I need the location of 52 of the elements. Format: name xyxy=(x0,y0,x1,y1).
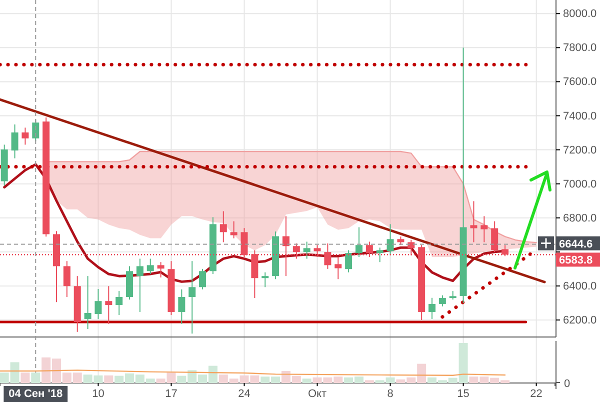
ref-line-label: 6644.6 xyxy=(559,238,593,250)
bar xyxy=(364,380,374,383)
text: 0 xyxy=(564,378,570,390)
candlestick xyxy=(11,124,18,159)
candlestick xyxy=(84,276,92,330)
candlestick xyxy=(428,297,436,320)
y-tick-label: 7800.0 xyxy=(563,42,597,54)
candlestick xyxy=(491,220,498,253)
candlestick xyxy=(345,250,352,273)
candlestick xyxy=(22,127,29,146)
candlestick xyxy=(178,288,186,324)
bar xyxy=(31,372,40,383)
ref-line-label: 04 Сен '18 xyxy=(8,388,63,400)
candlestick xyxy=(199,268,206,290)
candlestick xyxy=(105,286,112,324)
x-tick-label: 15 xyxy=(457,388,470,400)
x-tick-label: 24 xyxy=(238,388,250,400)
x-tick-label: 8 xyxy=(387,388,394,400)
candlestick xyxy=(136,258,144,312)
y-tick-label: 7400.0 xyxy=(563,110,597,122)
candlestick xyxy=(220,210,227,243)
candlestick xyxy=(146,258,154,275)
candlestick xyxy=(188,260,196,334)
candlestick xyxy=(470,200,478,243)
candlestick xyxy=(262,272,269,288)
candlestick xyxy=(116,290,123,316)
ref-line-label: 6583.8 xyxy=(559,254,593,267)
candlestick xyxy=(480,216,488,243)
x-tick-label: 22 xyxy=(530,388,542,400)
candlestick xyxy=(386,224,394,256)
candlestick xyxy=(303,241,310,260)
bar xyxy=(104,375,114,383)
y-tick-label: 6800.0 xyxy=(563,212,597,224)
candlestick xyxy=(230,220,238,239)
candlestick xyxy=(334,256,342,280)
candlestick xyxy=(438,294,446,307)
y-tick-label: 6200.0 xyxy=(563,314,597,326)
candlestick xyxy=(376,247,384,263)
x-tick-label: Окт xyxy=(308,388,327,400)
y-tick-label: 7600.0 xyxy=(563,76,597,88)
x-tick-label: 17 xyxy=(165,388,178,400)
candlestick xyxy=(355,226,362,258)
y-tick-label: 7000.0 xyxy=(563,178,597,190)
y-tick-label: 8000.0 xyxy=(563,8,597,20)
bar xyxy=(302,378,312,383)
y-tick-label: 7200.0 xyxy=(563,144,597,156)
candlestick xyxy=(94,288,102,320)
bar xyxy=(20,372,30,383)
candlestick xyxy=(63,260,70,298)
candlestick xyxy=(157,262,164,278)
y-tick-label: 6400.0 xyxy=(563,280,597,292)
x-tick-label: 10 xyxy=(92,388,104,400)
